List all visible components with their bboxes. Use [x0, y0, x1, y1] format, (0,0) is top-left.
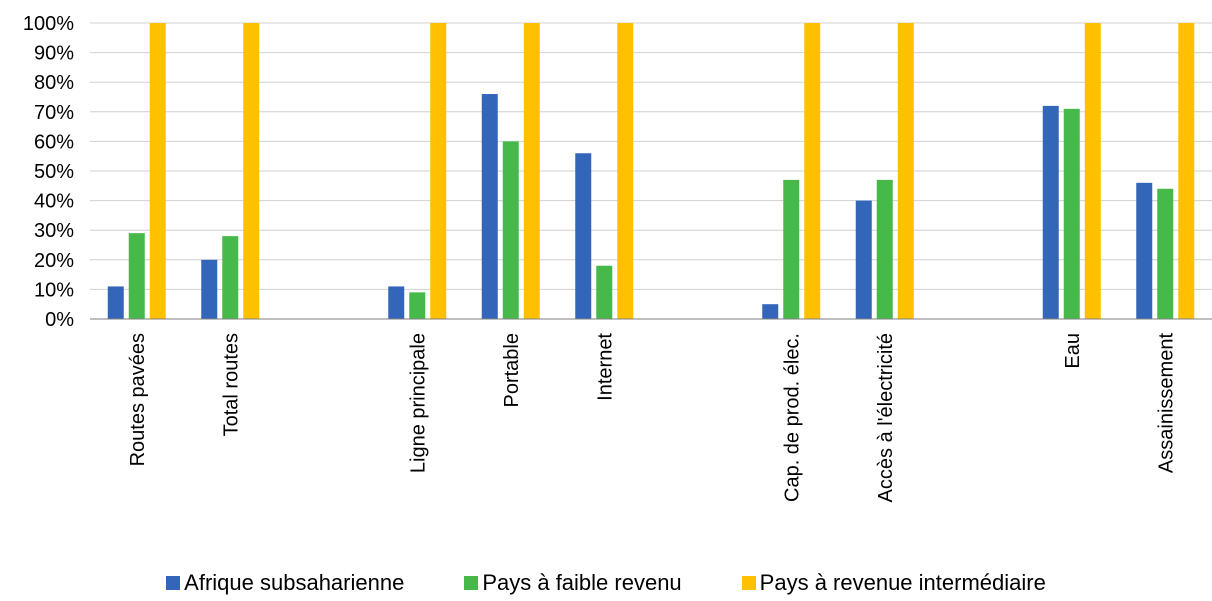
category-label: Assainissement: [1155, 333, 1177, 474]
category-label: Routes pavées: [127, 333, 149, 466]
bar: [1178, 23, 1195, 319]
y-tick-label: 100%: [23, 13, 74, 35]
y-tick-label: 20%: [34, 250, 74, 272]
bar: [876, 179, 893, 319]
category-label: Portable: [501, 333, 523, 408]
bar: [762, 304, 779, 319]
bar: [481, 94, 498, 319]
bar: [149, 23, 166, 319]
y-tick-label: 50%: [34, 161, 74, 183]
bar: [430, 23, 447, 319]
bar: [1042, 105, 1059, 319]
category-label: Accès à l'électricité: [875, 333, 897, 502]
bar: [1084, 23, 1101, 319]
bar: [804, 23, 821, 319]
category-labels: Routes pavées Total routes Ligne principal…: [127, 333, 1178, 503]
category-label: Eau: [1062, 333, 1084, 369]
y-tick-label: 60%: [34, 131, 74, 153]
legend-label: Afrique subsaharienne: [184, 570, 405, 595]
y-tick-label: 80%: [34, 72, 74, 94]
category-label: Internet: [594, 333, 616, 401]
y-tick-label: 0%: [45, 309, 74, 331]
bar: [128, 233, 145, 319]
category-label: Total routes: [220, 333, 242, 436]
bar-chart: 0% 10% 20% 30% 40% 50% 60% 70% 80% 90% 100% Routes…: [23, 13, 1212, 503]
bar: [523, 23, 540, 319]
bar: [388, 286, 405, 319]
bar: [783, 179, 800, 319]
bar: [222, 236, 239, 319]
bar: [596, 265, 613, 319]
bar: [243, 23, 260, 319]
bar: [1136, 182, 1153, 319]
bar: [855, 200, 872, 319]
y-tick-label: 30%: [34, 220, 74, 242]
legend: Afrique subsaharienne Pays à faible reven…: [0, 568, 1212, 598]
bar: [1157, 188, 1174, 319]
gridlines: [90, 22, 1212, 290]
legend-item: Pays à faible revenu: [464, 570, 682, 596]
y-tick-label: 40%: [34, 191, 74, 213]
bar: [201, 259, 218, 319]
bar: [1063, 108, 1080, 319]
bar: [575, 153, 592, 319]
y-tick-label: 10%: [34, 279, 74, 301]
y-axis-tick-labels: 0% 10% 20% 30% 40% 50% 60% 70% 80% 90% 100%: [23, 13, 74, 331]
category-label: Cap. de prod. élec.: [781, 333, 803, 502]
legend-item: Afrique subsaharienne: [166, 570, 404, 596]
bar: [502, 141, 519, 319]
y-tick-label: 90%: [34, 43, 74, 65]
category-label: Ligne principale: [407, 333, 429, 473]
legend-swatch: [741, 576, 756, 590]
bar: [897, 23, 914, 319]
bars: [107, 23, 1195, 319]
legend-label: Pays à faible revenu: [482, 570, 682, 595]
bar: [107, 286, 124, 319]
legend-swatch: [166, 576, 181, 590]
legend-item: Pays à revenue intermédiaire: [741, 570, 1046, 596]
legend-label: Pays à revenue intermédiaire: [759, 570, 1046, 595]
bar: [617, 23, 634, 319]
bar: [409, 292, 426, 319]
legend-swatch: [464, 576, 479, 590]
y-tick-label: 70%: [34, 102, 74, 124]
